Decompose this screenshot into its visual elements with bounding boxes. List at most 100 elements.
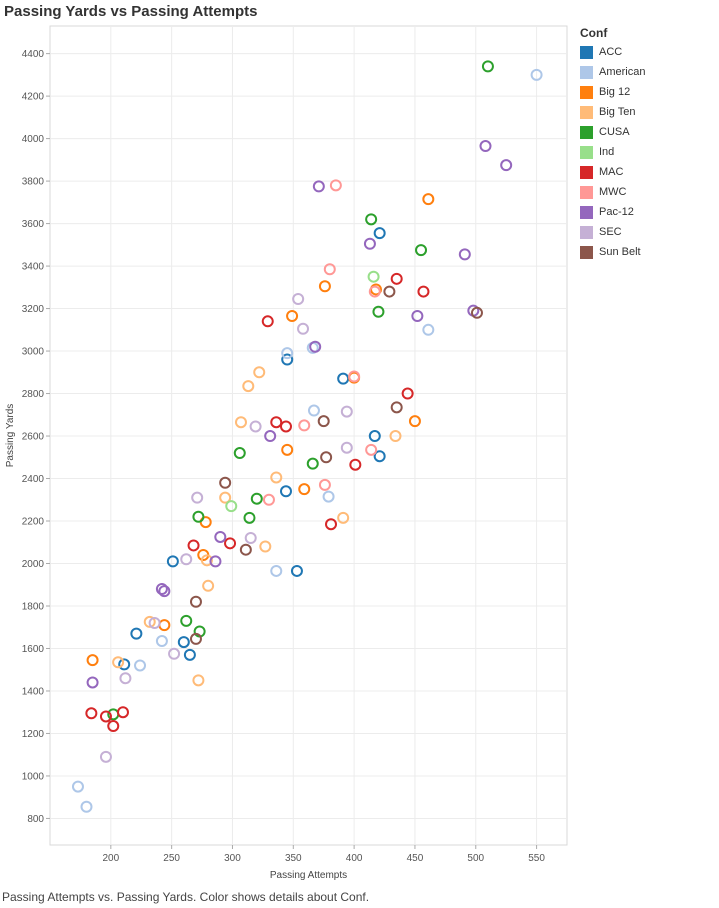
data-point-american [155, 635, 168, 648]
y-tick-label: 1400 [22, 686, 45, 697]
data-point-big-ten [389, 430, 402, 443]
data-point-big-12 [318, 280, 331, 293]
y-tick-label: 2200 [22, 517, 45, 528]
data-point-sec [292, 293, 305, 305]
y-tick-label: 4000 [22, 134, 45, 145]
data-point-big-ten [234, 416, 247, 429]
legend-item-ind[interactable]: Ind [580, 142, 645, 162]
y-tick-label: 2000 [22, 559, 45, 570]
y-tick-label: 1000 [22, 771, 45, 782]
data-point-acc [279, 485, 292, 498]
legend-swatch [580, 205, 593, 219]
data-point-pac-12 [411, 309, 424, 322]
data-point-big-ten [337, 511, 350, 524]
data-point-pac-12 [500, 159, 513, 172]
x-tick-label: 500 [467, 853, 484, 864]
legend-swatch [580, 145, 593, 159]
data-point-pac-12 [86, 676, 99, 689]
legend-label: American [599, 66, 646, 78]
data-point-pac-12 [312, 180, 325, 193]
data-point-cusa [250, 492, 263, 505]
x-tick-label: 400 [346, 853, 363, 864]
data-point-american [307, 404, 320, 417]
x-tick-label: 550 [528, 853, 545, 864]
legend-item-cusa[interactable]: CUSA [580, 122, 645, 142]
data-point-cusa [233, 447, 246, 460]
data-point-big-ten [253, 366, 266, 379]
data-point-mac [401, 387, 414, 400]
data-point-sun-belt [219, 476, 232, 489]
data-point-sec [191, 491, 204, 504]
data-point-acc [373, 227, 386, 240]
data-point-mac [279, 420, 292, 433]
data-point-cusa [192, 510, 205, 523]
data-point-sec [340, 405, 353, 418]
legend-item-pac-12[interactable]: Pac-12 [580, 202, 645, 222]
data-point-sun-belt [317, 415, 330, 428]
legend-item-mac[interactable]: MAC [580, 162, 645, 182]
legend-item-big-ten[interactable]: Big Ten [580, 102, 645, 122]
data-point-sec [249, 420, 262, 433]
y-tick-label: 800 [27, 814, 44, 825]
legend-title: Conf [580, 26, 608, 40]
legend-item-mwc[interactable]: MWC [580, 182, 645, 202]
data-point-american [281, 347, 294, 360]
legend-label: Big 12 [599, 86, 631, 98]
data-point-mwc [298, 419, 311, 432]
legend-item-big-12[interactable]: Big 12 [580, 82, 645, 102]
data-point-big-ten [112, 656, 125, 669]
y-tick-label: 1600 [22, 644, 45, 655]
legend-swatch [580, 165, 593, 179]
chart-title: Passing Yards vs Passing Attempts [4, 3, 258, 20]
data-point-american [322, 490, 335, 503]
chart-caption: Passing Attempts vs. Passing Yards. Colo… [2, 890, 370, 904]
y-axis-label: Passing Yards [5, 404, 16, 468]
data-point-pac-12 [309, 340, 322, 353]
y-tick-label: 3200 [22, 304, 45, 315]
data-point-american [422, 323, 435, 336]
data-point-pac-12 [264, 430, 277, 443]
data-point-big-ten [192, 674, 205, 687]
legend-label: Ind [599, 146, 615, 158]
data-point-mwc [329, 179, 342, 192]
legend-item-sec[interactable]: SEC [580, 222, 645, 242]
data-point-big-ten [143, 615, 156, 628]
y-tick-label: 2600 [22, 432, 45, 443]
legend-item-sun-belt[interactable]: Sun Belt [580, 242, 645, 262]
legend-item-american[interactable]: American [580, 62, 645, 82]
legend-label: SEC [599, 226, 622, 238]
data-point-pac-12 [214, 530, 227, 543]
data-point-mwc [262, 493, 275, 506]
data-point-sun-belt [320, 451, 333, 464]
data-point-acc [130, 627, 143, 640]
y-tick-label: 1800 [22, 601, 45, 612]
data-point-american [134, 659, 147, 672]
data-point-mwc [318, 478, 331, 491]
y-tick-label: 1200 [22, 729, 45, 740]
y-tick-label: 3800 [22, 177, 45, 188]
y-tick-label: 2800 [22, 389, 45, 400]
data-point-sec [148, 616, 161, 629]
data-point-sec [168, 647, 181, 660]
data-point-acc [281, 353, 294, 366]
data-point-acc [373, 450, 386, 463]
data-point-acc [118, 658, 131, 671]
legend-label: MWC [599, 186, 627, 198]
legend-label: Sun Belt [599, 246, 641, 258]
data-point-big-ten [270, 471, 283, 484]
data-point-mac [85, 707, 98, 720]
data-point-cusa [481, 60, 494, 73]
data-point-cusa [243, 511, 256, 524]
legend-item-acc[interactable]: ACC [580, 42, 645, 62]
data-point-cusa [365, 213, 378, 226]
y-tick-label: 3000 [22, 347, 45, 358]
data-point-sun-belt [470, 306, 483, 319]
data-point-big-ten [242, 380, 255, 393]
y-tick-label: 4400 [22, 49, 45, 60]
data-point-mwc [365, 443, 378, 456]
data-point-pac-12 [479, 140, 492, 153]
data-point-acc [290, 564, 303, 577]
data-point-american [71, 780, 84, 793]
data-point-pac-12 [363, 237, 376, 250]
